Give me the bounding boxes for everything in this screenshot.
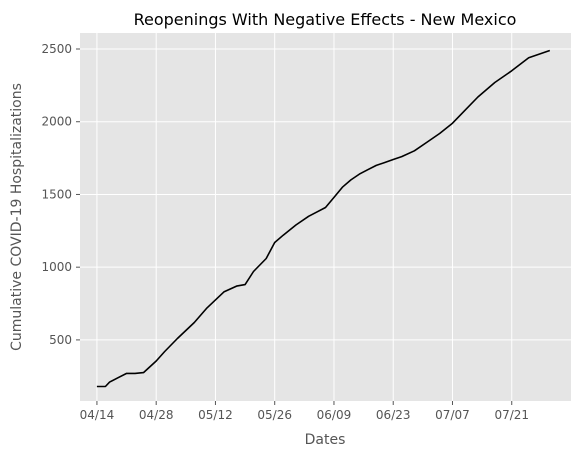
y-tick-label: 2000: [41, 115, 72, 129]
plot-background: [80, 33, 571, 401]
x-tick-label: 04/28: [139, 408, 174, 422]
x-tick-label: 04/14: [80, 408, 115, 422]
x-tick-label: 05/26: [257, 408, 292, 422]
series-layer: [96, 49, 551, 388]
x-tick-label: 07/07: [435, 408, 470, 422]
axis-ticks: 04/14 04/28 05/12 05/26 06/09 06/23 07/07 07/21…: [41, 42, 529, 422]
series-line: [96, 49, 551, 388]
x-axis-label: Dates: [305, 432, 346, 448]
y-tick-label: 1000: [41, 260, 72, 274]
x-tick-label: 05/12: [198, 408, 233, 422]
x-tick-label: 06/23: [376, 408, 411, 422]
y-tick-label: 2500: [41, 42, 72, 56]
y-tick-label: 500: [49, 333, 72, 347]
x-tick-label: 06/09: [317, 408, 352, 422]
y-axis-label: Cumulative COVID-19 Hospitalizations: [9, 83, 25, 351]
y-tick-label: 1500: [41, 187, 72, 201]
grid-lines: [80, 33, 571, 401]
chart-title: Reopenings With Negative Effects - New M…: [134, 10, 517, 29]
x-tick-label: 07/21: [494, 408, 529, 422]
